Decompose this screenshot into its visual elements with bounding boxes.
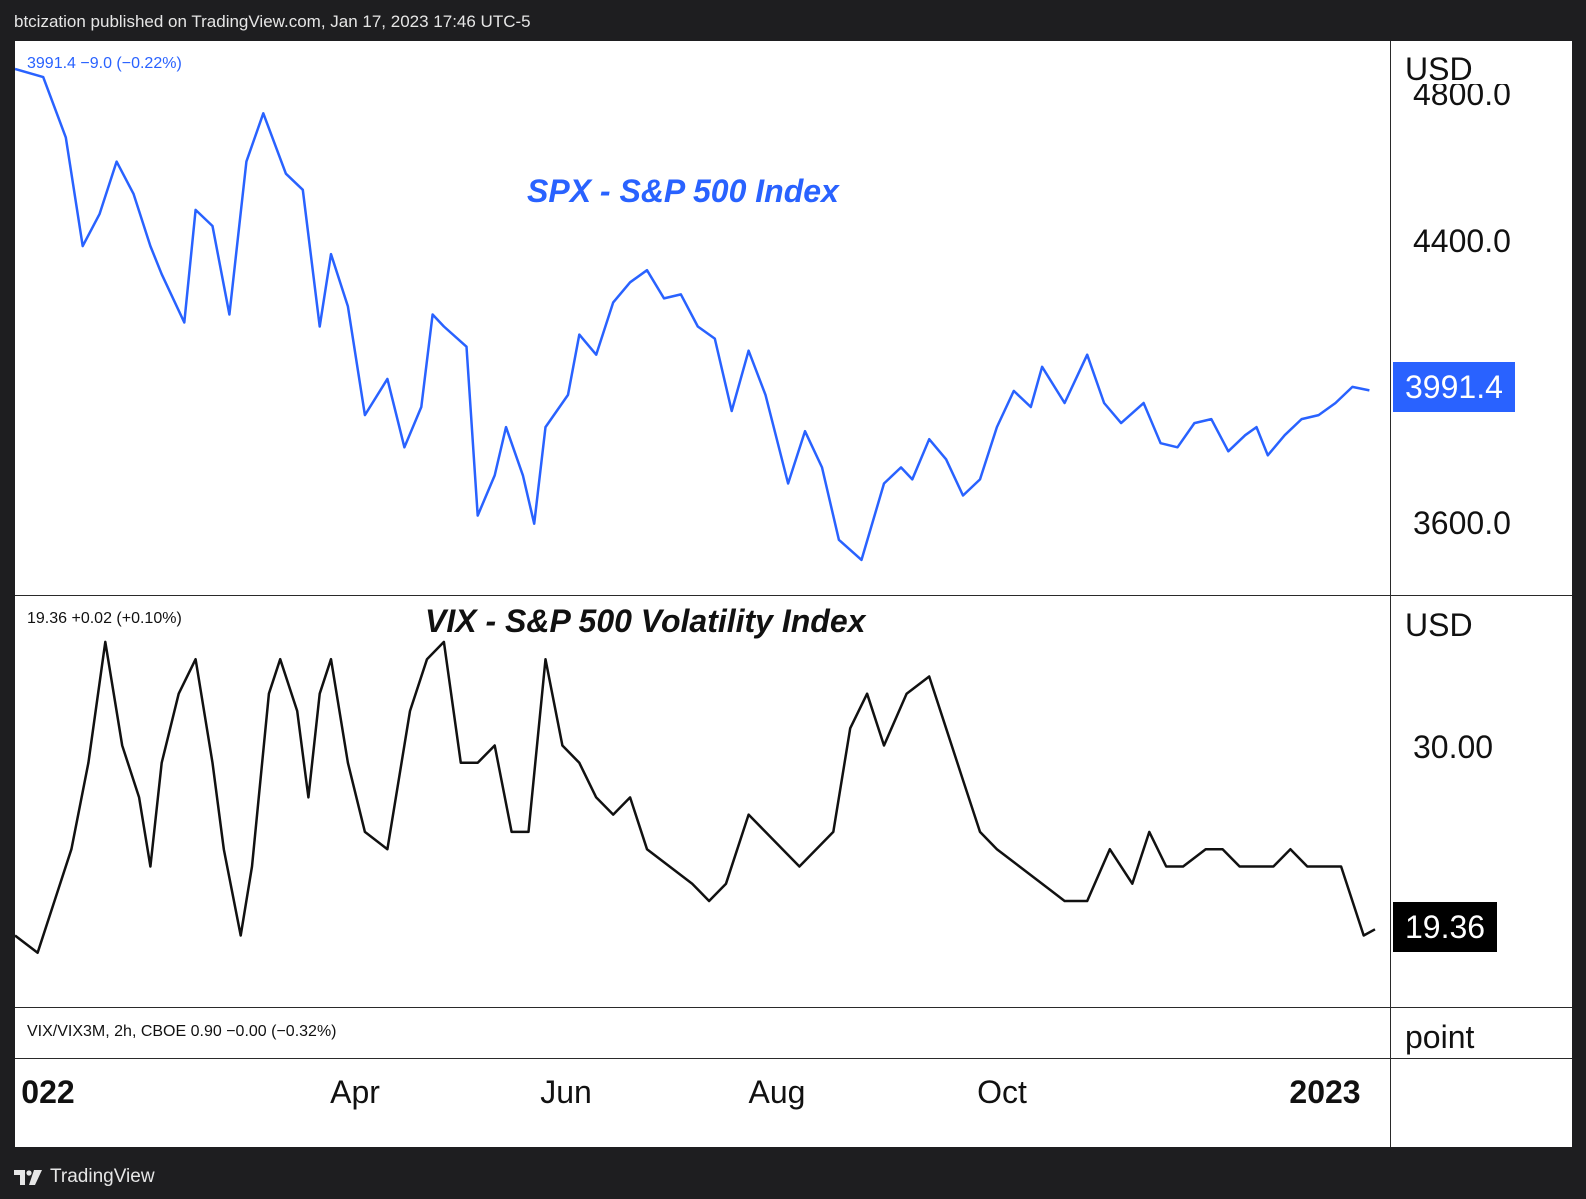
indicator-legend: VIX/VIX3M, 2h, CBOE 0.90 −0.00 (−0.32%)	[27, 1023, 337, 1040]
spx-last-price-tag: 3991.4	[1393, 362, 1515, 412]
publication-header: btcization published on TradingView.com,…	[14, 12, 531, 31]
tradingview-logo-icon	[14, 1170, 42, 1185]
tradingview-brand[interactable]: TradingView	[14, 1166, 155, 1188]
chart-canvas[interactable]	[15, 41, 1572, 1147]
chart-area[interactable]: 3991.4 −9.0 (−0.22%) SPX - S&P 500 Index…	[15, 41, 1572, 1147]
vix-last-price-tag: 19.36	[1393, 902, 1498, 952]
spx-legend: 3991.4 −9.0 (−0.22%)	[27, 55, 182, 72]
spx-axis-unit: USD	[1405, 51, 1473, 87]
spx-tick-4400: 4400.0	[1413, 223, 1511, 259]
vix-legend: 19.36 +0.02 (+0.10%)	[27, 610, 182, 627]
chart-background	[15, 41, 1572, 1147]
spx-tick-3600: 3600.0	[1413, 505, 1511, 541]
vix-tick-30: 30.00	[1413, 729, 1494, 765]
indicator-axis-unit: point	[1405, 1019, 1475, 1055]
x-tick-oct: Oct	[977, 1074, 1027, 1110]
tradingview-brand-text: TradingView	[50, 1166, 155, 1187]
x-tick-2023: 2023	[1289, 1074, 1361, 1110]
vix-series-line	[15, 640, 1376, 955]
x-tick-apr: Apr	[330, 1074, 380, 1110]
x-tick-jun: Jun	[540, 1074, 592, 1110]
vix-axis-unit: USD	[1405, 607, 1473, 643]
spx-series-line	[15, 67, 1370, 562]
x-tick-aug: Aug	[748, 1074, 806, 1110]
vix-title: VIX - S&P 500 Volatility Index	[425, 603, 866, 639]
x-tick-2022: 022	[21, 1074, 75, 1110]
spx-title: SPX - S&P 500 Index	[527, 173, 839, 209]
spx-tick-4800-label: 4800.0	[1413, 84, 1511, 108]
spx-tick-4800: 4800.0	[1413, 84, 1511, 108]
